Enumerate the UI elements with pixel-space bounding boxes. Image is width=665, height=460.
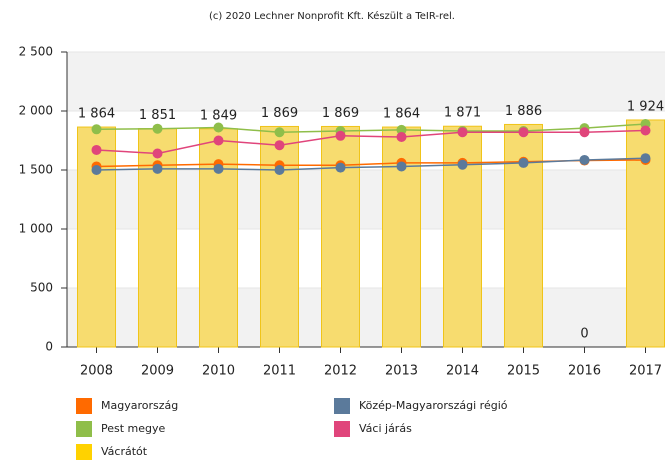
point [579, 154, 590, 165]
y-tick-label: 500 [30, 281, 53, 295]
grid-band [67, 52, 665, 111]
data-label: 1 851 [139, 108, 176, 123]
data-label: 0 [580, 327, 588, 342]
point [518, 127, 529, 138]
y-tick-label: 0 [45, 340, 53, 354]
point [335, 162, 346, 173]
data-label: 1 869 [322, 106, 359, 121]
x-tick-label: 2016 [568, 364, 601, 379]
point [274, 140, 285, 151]
y-tick-label: 1 000 [19, 222, 53, 236]
x-tick-label: 2011 [263, 364, 296, 379]
legend-label: Vácrátót [101, 445, 148, 458]
bar [77, 126, 116, 348]
point [396, 161, 407, 172]
point [213, 163, 224, 174]
line [96, 157, 646, 171]
point [335, 130, 346, 141]
bar [321, 125, 360, 348]
point [274, 165, 285, 175]
point [152, 123, 163, 134]
data-label: 1 864 [78, 107, 115, 122]
point [213, 122, 224, 133]
point [640, 125, 651, 136]
point [457, 127, 468, 138]
legend-swatch [76, 421, 92, 437]
legend-label: Magyarország [101, 399, 178, 412]
legend-swatch [334, 398, 350, 414]
data-label: 1 924 [627, 99, 664, 114]
x-tick-label: 2009 [141, 364, 174, 379]
x-tick-label: 2010 [202, 364, 235, 379]
x-tick-label: 2013 [385, 364, 418, 379]
legend-label: Közép-Magyarországi régió [359, 399, 508, 412]
chart-title: (c) 2020 Lechner Nonprofit Kft. Készült … [209, 10, 455, 22]
data-label: 1 864 [383, 107, 420, 122]
point [152, 148, 163, 159]
x-tick-label: 2008 [80, 364, 113, 379]
data-label: 1 886 [505, 104, 542, 119]
line [96, 123, 646, 133]
point [91, 165, 102, 175]
y-tick-label: 2 500 [19, 45, 53, 59]
bar [260, 125, 299, 348]
y-tick-label: 2 000 [19, 104, 53, 118]
x-tick-label: 2015 [507, 364, 540, 379]
point [274, 127, 285, 138]
point [579, 127, 590, 138]
x-tick-label: 2017 [629, 364, 662, 379]
line [96, 129, 646, 155]
x-tick-label: 2014 [446, 364, 479, 379]
data-label: 1 871 [444, 106, 481, 121]
point [152, 163, 163, 174]
legend-swatch [76, 398, 92, 414]
legend-swatch [334, 421, 350, 437]
x-tick-label: 2012 [324, 364, 357, 379]
point [457, 159, 468, 170]
legend-label: Pest megye [101, 422, 166, 435]
point [91, 124, 102, 135]
data-label: 1 849 [200, 108, 237, 123]
data-label: 1 869 [261, 106, 298, 121]
point [213, 135, 224, 146]
point [91, 144, 102, 155]
legend-swatch [76, 444, 92, 460]
point [518, 157, 529, 168]
point [396, 124, 407, 135]
point [396, 131, 407, 142]
point [640, 153, 651, 164]
y-tick-label: 1 500 [19, 163, 53, 177]
legend-label: Váci járás [359, 422, 412, 435]
